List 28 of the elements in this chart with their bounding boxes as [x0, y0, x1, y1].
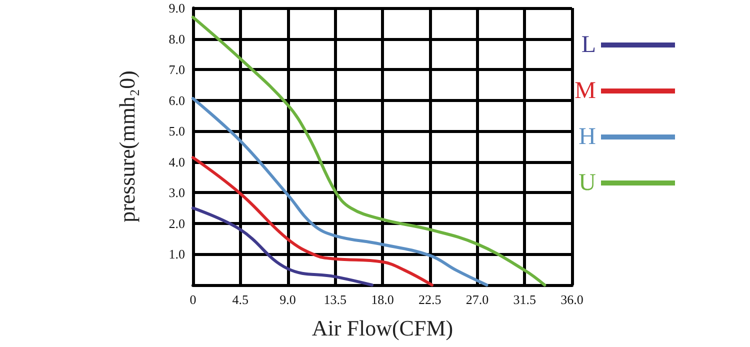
line-series	[192, 156, 434, 286]
y-tick-label: 4.0	[168, 154, 185, 170]
line-series	[192, 206, 374, 286]
y-tick-label: 9.0	[168, 0, 185, 16]
legend-label: M	[574, 78, 596, 104]
legend-label: U	[578, 170, 596, 196]
x-tick-label: 4.5	[232, 292, 248, 307]
x-tick-label: 31.5	[513, 292, 536, 307]
line-series	[192, 16, 546, 286]
legend-label: H	[578, 124, 596, 150]
x-tick-label: 9.0	[280, 292, 296, 307]
y-tick-label: 8.0	[168, 31, 185, 46]
x-axis-title: Air Flow(CFM)	[312, 316, 454, 340]
y-tick-label: 1.0	[168, 246, 185, 262]
legend-label: L	[581, 32, 596, 58]
x-tick-label: 0	[190, 292, 196, 307]
line-series	[192, 96, 488, 286]
y-tick-label: 7.0	[168, 62, 185, 78]
x-tick-label: 36.0	[560, 292, 584, 307]
x-tick-label: 13.5	[324, 292, 346, 307]
y-tick-label: 3.0	[168, 185, 185, 200]
y-tick-label: 2.0	[168, 216, 185, 231]
x-tick-label: 18.0	[371, 292, 394, 307]
x-tick-label: 22.5	[418, 292, 442, 307]
y-tick-label: 6.0	[168, 92, 185, 108]
y-tick-label: 5.0	[168, 124, 185, 139]
x-tick-label: 27.0	[466, 292, 489, 307]
y-axis-title: pressure(mmh₂0)	[114, 70, 140, 222]
